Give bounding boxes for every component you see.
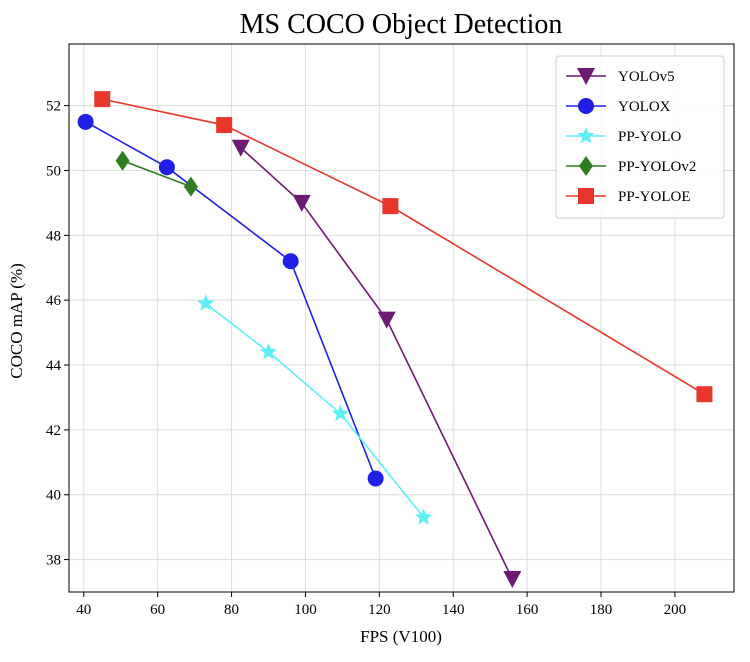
legend: YOLOv5 YOLOX PP-YOLO PP-YOLOv2 PP-YOLOE — [555, 55, 725, 219]
x-tick-label: 180 — [590, 602, 613, 618]
series-line-yolox — [85, 121, 377, 479]
legend-label: PP-YOLOv2 — [618, 159, 696, 175]
tick-layer: 40 60 80 100 120 140 160 180 200 38 40 42 44 46 48 50 52 — [46, 99, 686, 618]
x-tick-label: 200 — [664, 602, 687, 618]
y-tick-label: 44 — [46, 358, 62, 374]
data-point-yolox — [367, 470, 384, 487]
y-tick-label: 48 — [46, 228, 61, 244]
data-point-yolov5 — [503, 571, 522, 589]
legend-box — [555, 55, 725, 219]
y-tick-label: 46 — [46, 293, 62, 309]
series-yolox — [77, 113, 384, 487]
x-tick-label: 100 — [294, 602, 317, 618]
data-point-pp-yolo — [197, 294, 215, 311]
data-point-pp-yoloe — [696, 386, 713, 403]
series-line-pp-yolov2 — [122, 159, 192, 188]
data-point-pp-yolov2 — [183, 176, 198, 197]
data-point-yolox — [282, 253, 299, 270]
y-tick-label: 38 — [46, 553, 61, 569]
legend-marker-yolox — [578, 98, 594, 114]
data-point-pp-yoloe — [216, 117, 233, 134]
plot-frame — [68, 43, 735, 593]
series-layer — [77, 91, 713, 589]
legend-label: YOLOv5 — [618, 69, 675, 85]
data-point-yolov5 — [377, 311, 396, 329]
series-line-yolov5 — [240, 147, 514, 580]
data-point-pp-yolo — [331, 404, 350, 421]
series-pp-yolov2 — [115, 150, 198, 197]
x-tick-label: 160 — [516, 602, 539, 618]
series-line-pp-yolo — [205, 302, 425, 518]
y-tick-label: 52 — [46, 99, 61, 115]
data-point-pp-yoloe — [94, 91, 111, 108]
legend-item-pp-yolo: PP-YOLO — [566, 127, 682, 145]
x-tick-label: 140 — [442, 602, 465, 618]
legend-label: PP-YOLO — [618, 129, 682, 145]
y-axis-label: COCO mAP (%) — [7, 263, 26, 379]
x-tick-label: 80 — [224, 602, 239, 618]
data-point-yolov5 — [231, 139, 250, 157]
y-tick-label: 40 — [46, 488, 61, 504]
data-point-pp-yolo — [415, 508, 433, 525]
x-axis-label: FPS (V100) — [360, 627, 442, 646]
chart-title: MS COCO Object Detection — [240, 9, 563, 40]
legend-item-yolox: YOLOX — [566, 98, 671, 115]
legend-marker-pp-yolo — [577, 127, 595, 144]
legend-marker-pp-yolov2 — [579, 156, 593, 176]
x-tick-label: 60 — [150, 602, 165, 618]
y-tick-label: 42 — [46, 423, 61, 439]
legend-marker-pp-yoloe — [578, 188, 594, 204]
legend-item-yolov5: YOLOv5 — [566, 68, 675, 85]
legend-label: YOLOX — [618, 99, 671, 115]
legend-item-pp-yolov2: PP-YOLOv2 — [566, 156, 696, 176]
series-line-pp-yoloe — [102, 98, 705, 395]
x-tick-label: 40 — [76, 602, 91, 618]
x-tick-label: 120 — [368, 602, 391, 618]
legend-label: PP-YOLOE — [618, 189, 691, 205]
legend-item-pp-yoloe: PP-YOLOE — [566, 188, 691, 205]
data-point-yolox — [77, 113, 94, 130]
y-tick-label: 50 — [46, 163, 61, 179]
grid-layer — [69, 44, 734, 592]
legend-marker-yolov5 — [577, 68, 595, 85]
data-point-yolox — [158, 159, 175, 176]
data-point-pp-yoloe — [382, 198, 399, 215]
series-yolov5 — [231, 139, 522, 589]
data-point-yolov5 — [292, 194, 311, 212]
data-point-pp-yolov2 — [115, 150, 130, 171]
series-pp-yolo — [197, 294, 433, 525]
data-point-pp-yolo — [259, 343, 278, 360]
series-pp-yoloe — [94, 91, 713, 403]
